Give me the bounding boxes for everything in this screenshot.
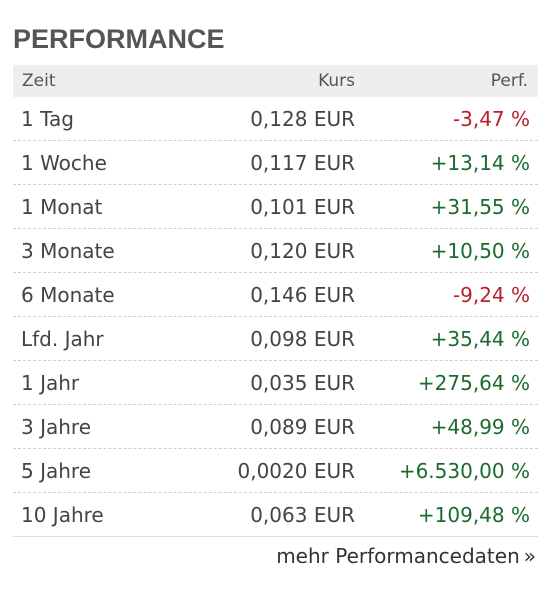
cell-zeit: 1 Tag [21, 106, 74, 131]
column-header-kurs: Kurs [318, 71, 355, 91]
cell-zeit: 1 Jahr [21, 370, 80, 395]
cell-perf: +6.530,00 % [398, 458, 530, 483]
column-header-zeit: Zeit [22, 71, 56, 91]
table-row: 1 Tag 0,128 EUR -3,47 % [13, 97, 538, 141]
cell-perf: -9,24 % [452, 282, 530, 307]
cell-zeit: 1 Woche [21, 150, 107, 175]
cell-kurs: 0,098 EUR [250, 326, 355, 351]
table-row: 10 Jahre 0,063 EUR +109,48 % [13, 493, 538, 537]
cell-zeit: 3 Monate [21, 238, 115, 263]
cell-kurs: 0,101 EUR [250, 194, 355, 219]
table-row: 1 Jahr 0,035 EUR +275,64 % [13, 361, 538, 405]
performance-table: Zeit Kurs Perf. 1 Tag 0,128 EUR -3,47 % 1 W… [13, 65, 538, 537]
cell-perf: -3,47 % [452, 106, 530, 131]
more-performance-link[interactable]: mehr Performancedaten» [276, 544, 536, 568]
cell-kurs: 0,146 EUR [250, 282, 355, 307]
cell-perf: +35,44 % [430, 326, 530, 351]
cell-zeit: 1 Monat [21, 194, 103, 219]
cell-kurs: 0,117 EUR [250, 150, 355, 175]
cell-kurs: 0,128 EUR [250, 106, 355, 131]
table-row: 1 Monat 0,101 EUR +31,55 % [13, 185, 538, 229]
cell-perf: +48,99 % [430, 414, 530, 439]
cell-kurs: 0,063 EUR [250, 502, 355, 527]
table-row: 3 Jahre 0,089 EUR +48,99 % [13, 405, 538, 449]
cell-perf: +31,55 % [430, 194, 530, 219]
more-performance-label: mehr Performancedaten [276, 544, 520, 568]
table-row: 6 Monate 0,146 EUR -9,24 % [13, 273, 538, 317]
table-row: 5 Jahre 0,0020 EUR +6.530,00 % [13, 449, 538, 493]
cell-kurs: 0,0020 EUR [237, 458, 355, 483]
cell-zeit: Lfd. Jahr [21, 326, 104, 351]
cell-kurs: 0,120 EUR [250, 238, 355, 263]
table-row: Lfd. Jahr 0,098 EUR +35,44 % [13, 317, 538, 361]
cell-kurs: 0,089 EUR [250, 414, 355, 439]
cell-perf: +13,14 % [430, 150, 530, 175]
cell-perf: +109,48 % [417, 502, 530, 527]
table-row: 3 Monate 0,120 EUR +10,50 % [13, 229, 538, 273]
double-chevron-right-icon: » [523, 544, 536, 568]
cell-zeit: 5 Jahre [21, 458, 91, 483]
cell-zeit: 6 Monate [21, 282, 115, 307]
table-body: 1 Tag 0,128 EUR -3,47 % 1 Woche 0,117 EUR +13… [13, 97, 538, 537]
column-header-perf: Perf. [490, 71, 528, 91]
table-row: 1 Woche 0,117 EUR +13,14 % [13, 141, 538, 185]
widget-title: PERFORMANCE [13, 24, 225, 54]
table-header: Zeit Kurs Perf. [13, 65, 538, 97]
cell-perf: +10,50 % [430, 238, 530, 263]
cell-perf: +275,64 % [417, 370, 530, 395]
cell-zeit: 10 Jahre [21, 502, 104, 527]
cell-zeit: 3 Jahre [21, 414, 91, 439]
cell-kurs: 0,035 EUR [250, 370, 355, 395]
